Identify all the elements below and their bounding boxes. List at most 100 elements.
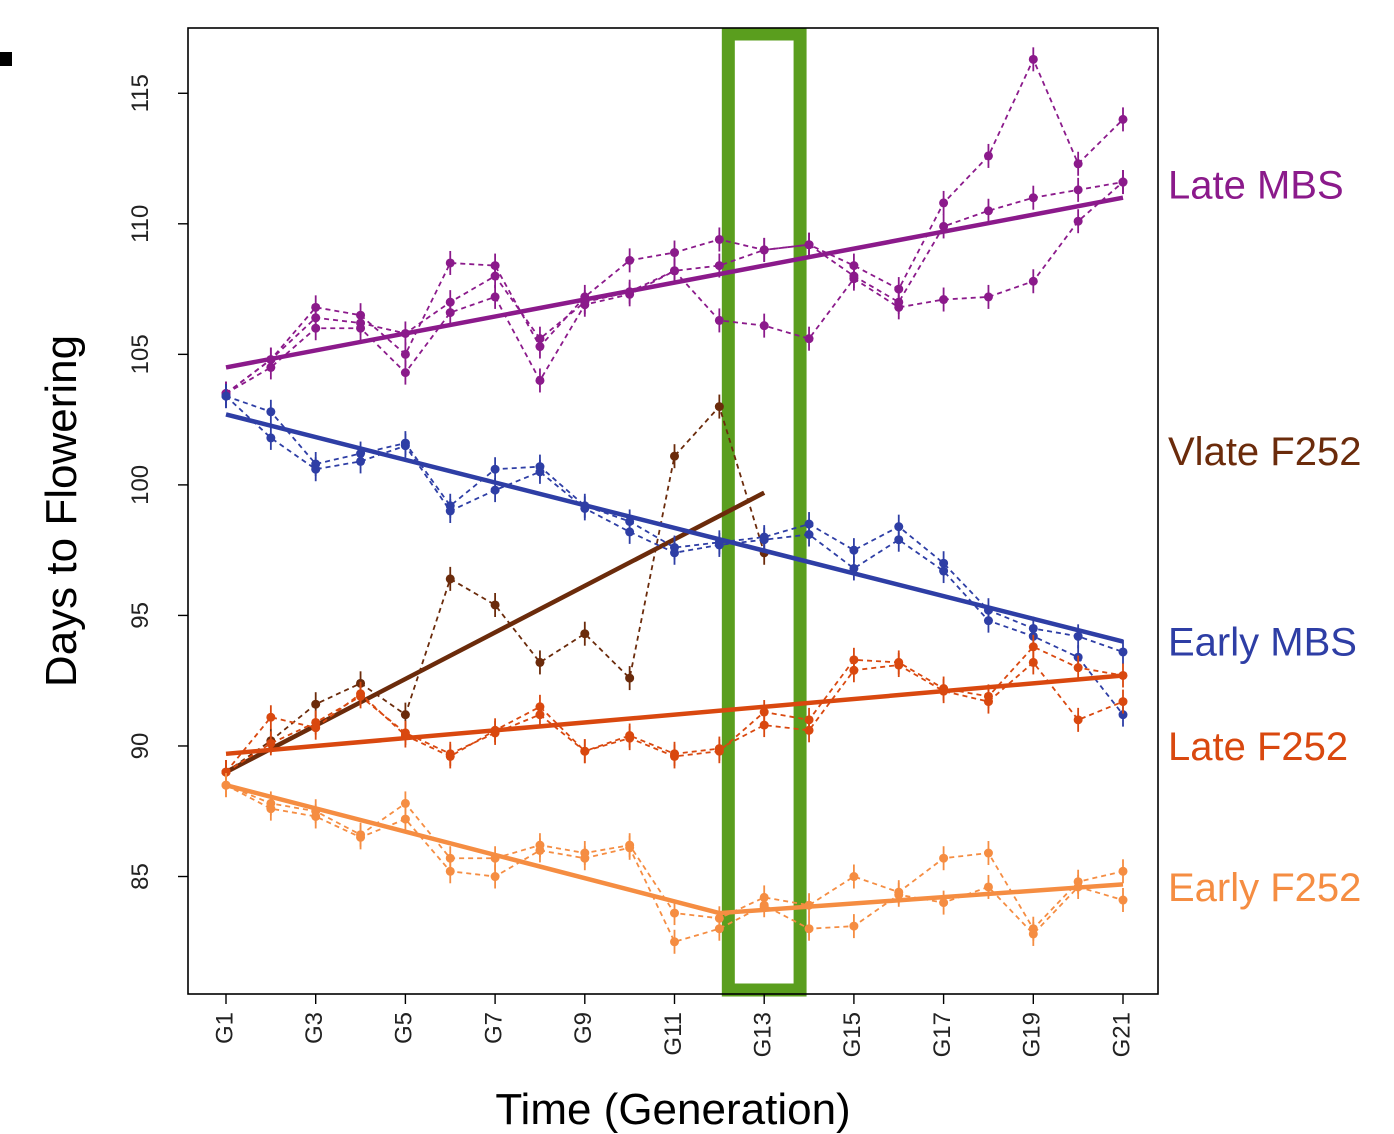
data-point (759, 245, 769, 255)
y-tick-label: 90 (127, 733, 154, 760)
data-point (939, 221, 949, 231)
data-point (445, 297, 455, 307)
data-point (1028, 276, 1038, 286)
series-late-f252 (221, 634, 1128, 785)
data-point (714, 924, 724, 934)
data-point (1028, 929, 1038, 939)
data-point (670, 451, 679, 461)
data-point (670, 248, 679, 258)
data-point (1073, 216, 1083, 226)
data-point (894, 522, 904, 532)
data-point (445, 749, 455, 759)
data-point (311, 464, 321, 474)
data-point (311, 313, 321, 323)
data-point (894, 890, 904, 900)
legend-label-early-mbs: Early MBS (1168, 621, 1357, 665)
data-point (894, 284, 904, 294)
y-tick-label: 100 (127, 465, 154, 505)
data-point (670, 908, 679, 918)
corner-mark (0, 52, 12, 66)
series-late-mbs (221, 47, 1128, 406)
data-point (356, 691, 366, 701)
data-point (400, 814, 410, 824)
data-point (714, 540, 724, 550)
data-point (221, 767, 231, 777)
data-point (311, 811, 321, 821)
data-point (983, 882, 993, 892)
data-point (1073, 663, 1083, 673)
data-point (939, 898, 949, 908)
data-point (759, 720, 769, 730)
data-point (670, 937, 679, 947)
data-point (266, 407, 276, 417)
data-point (894, 535, 904, 545)
data-point (1073, 631, 1083, 641)
legend-label-vlate-f252: Vlate F252 (1168, 430, 1361, 474)
highlight-box (721, 27, 807, 997)
data-point (445, 866, 455, 876)
data-point (445, 574, 455, 584)
data-point (580, 629, 590, 639)
legend-label-early-f252: Early F252 (1168, 866, 1361, 910)
data-point (849, 665, 859, 675)
y-tick-label: 105 (127, 334, 154, 374)
legend-label-late-mbs: Late MBS (1168, 164, 1344, 208)
data-point (849, 872, 859, 882)
data-point (1073, 715, 1083, 725)
data-point (1118, 710, 1128, 720)
x-tick-label: G21 (1108, 1012, 1135, 1057)
data-point (894, 660, 904, 670)
data-point (714, 261, 724, 271)
data-point (1028, 642, 1038, 652)
data-point (1118, 647, 1128, 657)
series-early-mbs (221, 384, 1128, 727)
data-point (445, 506, 455, 516)
y-tick-label: 95 (127, 602, 154, 629)
x-tick-label: G11 (660, 1012, 687, 1056)
data-point (311, 717, 321, 727)
trend-line (225, 412, 1124, 644)
y-axis-title: Days to Flowering (37, 335, 86, 687)
data-point (894, 297, 904, 307)
data-point (804, 334, 814, 344)
data-point (804, 240, 814, 250)
data-point (535, 657, 545, 667)
data-point (490, 271, 500, 281)
data-point (535, 467, 545, 477)
data-point (400, 710, 410, 720)
data-point (625, 843, 635, 853)
data-point (445, 258, 455, 268)
x-tick-label: G19 (1019, 1012, 1046, 1057)
data-point (356, 318, 366, 328)
data-point (804, 529, 814, 539)
data-point (1028, 657, 1038, 667)
data-point (1028, 193, 1038, 203)
data-point (1073, 159, 1083, 169)
data-point (939, 295, 949, 305)
data-point (400, 441, 410, 451)
data-point (759, 707, 769, 717)
data-point (849, 271, 859, 281)
y-tick-label: 85 (127, 863, 154, 890)
data-point (535, 334, 545, 344)
data-point (356, 456, 366, 466)
data-point (1118, 177, 1128, 187)
data-point (356, 832, 366, 842)
y-tick-label: 110 (127, 205, 154, 243)
data-point (759, 321, 769, 331)
data-point (804, 725, 814, 735)
data-point (266, 433, 276, 443)
x-tick-label: G9 (570, 1012, 597, 1044)
data-point (1118, 114, 1128, 124)
plot-frame (187, 27, 1159, 995)
data-point (400, 349, 410, 359)
data-point (1118, 697, 1128, 707)
data-point (983, 848, 993, 858)
data-point (490, 464, 500, 474)
x-tick-label: G7 (480, 1012, 507, 1044)
data-point (714, 402, 724, 412)
series-early-f252 (221, 773, 1128, 954)
data-point (445, 853, 455, 863)
data-point (535, 710, 545, 720)
